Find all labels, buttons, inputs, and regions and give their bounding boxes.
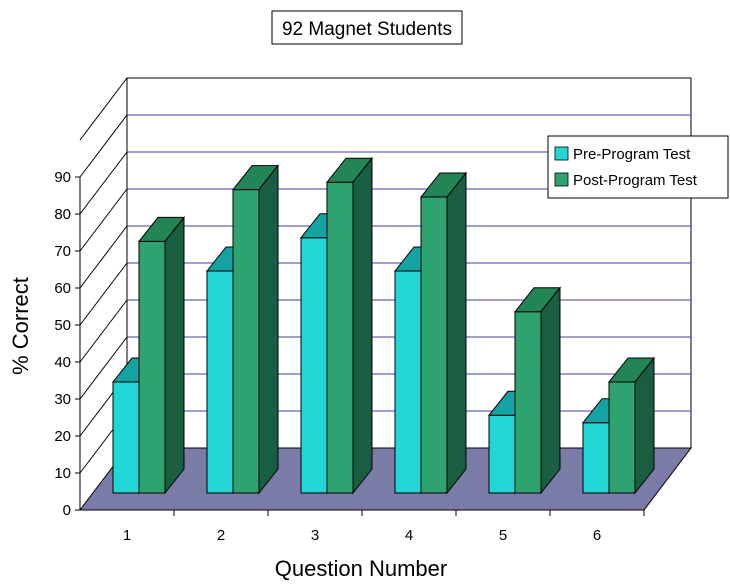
legend: Pre-Program Test Post-Program Test	[547, 135, 729, 199]
x-axis-label: Question Number	[275, 556, 447, 581]
y-tick-label: 10	[54, 465, 71, 482]
y-tick-label: 90	[54, 169, 71, 186]
gridline-side	[79, 299, 128, 363]
bar-side	[634, 356, 655, 495]
bar-front	[608, 381, 636, 494]
x-tick-label: 4	[405, 527, 413, 544]
y-tick-label: 30	[54, 391, 71, 408]
y-tick-label: 80	[54, 206, 71, 223]
gridline-side	[79, 114, 128, 178]
bar-side	[540, 286, 561, 495]
gridline-side	[79, 188, 128, 252]
legend-label-post: Post-Program Test	[573, 172, 698, 189]
gridline-side	[79, 151, 128, 215]
x-tick-label: 3	[311, 527, 319, 544]
bars	[111, 156, 656, 495]
legend-swatch-post	[554, 172, 569, 187]
gridline-side	[79, 225, 128, 289]
bar-front	[300, 237, 328, 494]
bar-side	[352, 156, 373, 495]
bar-side	[164, 215, 185, 495]
bar-front	[112, 381, 140, 494]
y-tick-label: 20	[54, 428, 71, 445]
tick-labels: 0 10 20 30 40 50 60 70 80 90 1 2 3 4 5 6	[54, 169, 601, 544]
gridline-side	[79, 262, 128, 326]
axes	[75, 176, 645, 516]
x-tick-label: 6	[593, 527, 601, 544]
y-tick-label: 70	[54, 243, 71, 260]
title-box	[271, 10, 463, 45]
bar-front	[582, 422, 610, 494]
gridline-side	[79, 336, 128, 400]
legend-swatch-pre	[554, 146, 569, 161]
bar-front	[394, 270, 422, 494]
bar-front	[420, 196, 448, 494]
y-tick-label: 50	[54, 317, 71, 334]
bar-front	[232, 189, 260, 494]
bar-side	[446, 171, 467, 495]
y-tick-label: 40	[54, 354, 71, 371]
side-wall-top-edge	[79, 77, 128, 141]
bar-front	[488, 414, 516, 494]
x-tick-label: 2	[217, 527, 225, 544]
x-tick-label: 5	[499, 527, 507, 544]
y-tick-label: 60	[54, 280, 71, 297]
chart-title: 92 Magnet Students	[282, 19, 452, 40]
y-axis-label: % Correct	[8, 277, 33, 375]
bar-front	[206, 270, 234, 494]
y-tick-label: 0	[63, 502, 71, 519]
bar-front	[138, 240, 166, 494]
legend-box	[547, 135, 729, 199]
bar-front	[514, 311, 542, 494]
x-tick-label: 1	[123, 527, 131, 544]
bar-front	[326, 181, 354, 494]
legend-label-pre: Pre-Program Test	[573, 146, 691, 163]
bar-side	[258, 164, 279, 495]
